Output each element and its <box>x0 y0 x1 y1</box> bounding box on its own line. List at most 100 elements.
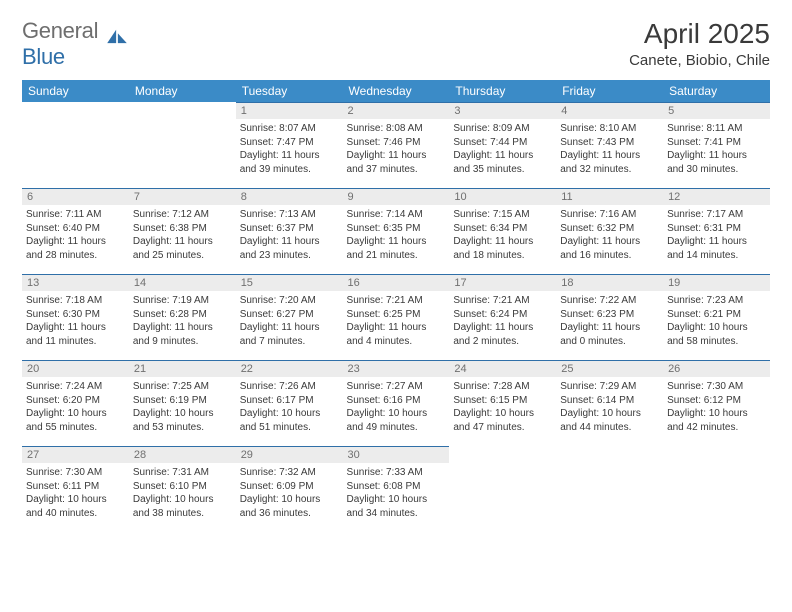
sunrise-line: Sunrise: 7:23 AM <box>667 294 766 308</box>
day-body: Sunrise: 7:24 AMSunset: 6:20 PMDaylight:… <box>22 377 129 436</box>
calendar-cell <box>22 102 129 188</box>
sunset-line: Sunset: 6:24 PM <box>453 308 552 322</box>
sunrise-line: Sunrise: 7:28 AM <box>453 380 552 394</box>
sunrise-line: Sunrise: 7:30 AM <box>26 466 125 480</box>
calendar-cell: 9Sunrise: 7:14 AMSunset: 6:35 PMDaylight… <box>343 188 450 274</box>
calendar-cell <box>663 446 770 532</box>
day-body: Sunrise: 8:10 AMSunset: 7:43 PMDaylight:… <box>556 119 663 178</box>
sunset-line: Sunset: 6:11 PM <box>26 480 125 494</box>
day-number: 30 <box>343 446 450 463</box>
day-body: Sunrise: 8:11 AMSunset: 7:41 PMDaylight:… <box>663 119 770 178</box>
sunset-line: Sunset: 6:09 PM <box>240 480 339 494</box>
day-number: 27 <box>22 446 129 463</box>
calendar-cell: 29Sunrise: 7:32 AMSunset: 6:09 PMDayligh… <box>236 446 343 532</box>
day-body: Sunrise: 7:33 AMSunset: 6:08 PMDaylight:… <box>343 463 450 522</box>
day-body: Sunrise: 8:08 AMSunset: 7:46 PMDaylight:… <box>343 119 450 178</box>
day-number: 28 <box>129 446 236 463</box>
sunset-line: Sunset: 6:20 PM <box>26 394 125 408</box>
sunrise-line: Sunrise: 7:22 AM <box>560 294 659 308</box>
sunset-line: Sunset: 6:25 PM <box>347 308 446 322</box>
calendar-table: SundayMondayTuesdayWednesdayThursdayFrid… <box>22 80 770 532</box>
day-body: Sunrise: 7:31 AMSunset: 6:10 PMDaylight:… <box>129 463 236 522</box>
day-body: Sunrise: 7:21 AMSunset: 6:24 PMDaylight:… <box>449 291 556 350</box>
logo-text-blue: Blue <box>22 44 65 69</box>
day-body: Sunrise: 7:15 AMSunset: 6:34 PMDaylight:… <box>449 205 556 264</box>
day-body: Sunrise: 7:16 AMSunset: 6:32 PMDaylight:… <box>556 205 663 264</box>
sunset-line: Sunset: 6:34 PM <box>453 222 552 236</box>
sunrise-line: Sunrise: 7:20 AM <box>240 294 339 308</box>
day-number: 3 <box>449 102 556 119</box>
sunrise-line: Sunrise: 7:32 AM <box>240 466 339 480</box>
day-number: 21 <box>129 360 236 377</box>
day-number: 7 <box>129 188 236 205</box>
calendar-cell: 19Sunrise: 7:23 AMSunset: 6:21 PMDayligh… <box>663 274 770 360</box>
daylight-line: Daylight: 11 hours and 14 minutes. <box>667 235 766 262</box>
daylight-line: Daylight: 11 hours and 2 minutes. <box>453 321 552 348</box>
day-number: 24 <box>449 360 556 377</box>
sunset-line: Sunset: 6:19 PM <box>133 394 232 408</box>
day-number: 18 <box>556 274 663 291</box>
sunrise-line: Sunrise: 8:08 AM <box>347 122 446 136</box>
daylight-line: Daylight: 10 hours and 36 minutes. <box>240 493 339 520</box>
day-body: Sunrise: 7:32 AMSunset: 6:09 PMDaylight:… <box>236 463 343 522</box>
sunrise-line: Sunrise: 7:21 AM <box>347 294 446 308</box>
sunrise-line: Sunrise: 7:16 AM <box>560 208 659 222</box>
daylight-line: Daylight: 11 hours and 16 minutes. <box>560 235 659 262</box>
day-number: 26 <box>663 360 770 377</box>
daylight-line: Daylight: 11 hours and 37 minutes. <box>347 149 446 176</box>
calendar-head: SundayMondayTuesdayWednesdayThursdayFrid… <box>22 80 770 102</box>
sunrise-line: Sunrise: 7:18 AM <box>26 294 125 308</box>
day-number: 16 <box>343 274 450 291</box>
daylight-line: Daylight: 11 hours and 7 minutes. <box>240 321 339 348</box>
calendar-cell: 18Sunrise: 7:22 AMSunset: 6:23 PMDayligh… <box>556 274 663 360</box>
day-body: Sunrise: 7:27 AMSunset: 6:16 PMDaylight:… <box>343 377 450 436</box>
sunset-line: Sunset: 6:08 PM <box>347 480 446 494</box>
sunset-line: Sunset: 6:16 PM <box>347 394 446 408</box>
sunrise-line: Sunrise: 7:17 AM <box>667 208 766 222</box>
sunset-line: Sunset: 6:38 PM <box>133 222 232 236</box>
day-number: 2 <box>343 102 450 119</box>
calendar-cell: 5Sunrise: 8:11 AMSunset: 7:41 PMDaylight… <box>663 102 770 188</box>
daylight-line: Daylight: 11 hours and 30 minutes. <box>667 149 766 176</box>
day-number: 23 <box>343 360 450 377</box>
calendar-cell <box>449 446 556 532</box>
sunrise-line: Sunrise: 8:07 AM <box>240 122 339 136</box>
sunrise-line: Sunrise: 7:19 AM <box>133 294 232 308</box>
day-number: 14 <box>129 274 236 291</box>
calendar-cell: 20Sunrise: 7:24 AMSunset: 6:20 PMDayligh… <box>22 360 129 446</box>
sunrise-line: Sunrise: 7:33 AM <box>347 466 446 480</box>
daylight-line: Daylight: 10 hours and 53 minutes. <box>133 407 232 434</box>
weekday-header: Monday <box>129 80 236 102</box>
sunrise-line: Sunrise: 8:10 AM <box>560 122 659 136</box>
sunrise-line: Sunrise: 8:09 AM <box>453 122 552 136</box>
sunset-line: Sunset: 6:35 PM <box>347 222 446 236</box>
header: General Blue April 2025 Canete, Biobio, … <box>22 18 770 70</box>
calendar-cell: 22Sunrise: 7:26 AMSunset: 6:17 PMDayligh… <box>236 360 343 446</box>
page-title: April 2025 <box>629 18 770 50</box>
calendar-cell <box>556 446 663 532</box>
day-number: 19 <box>663 274 770 291</box>
daylight-line: Daylight: 10 hours and 47 minutes. <box>453 407 552 434</box>
daylight-line: Daylight: 11 hours and 25 minutes. <box>133 235 232 262</box>
day-body: Sunrise: 7:28 AMSunset: 6:15 PMDaylight:… <box>449 377 556 436</box>
logo-text-gray: General <box>22 18 98 43</box>
calendar-cell: 13Sunrise: 7:18 AMSunset: 6:30 PMDayligh… <box>22 274 129 360</box>
page-subtitle: Canete, Biobio, Chile <box>629 52 770 69</box>
sunrise-line: Sunrise: 7:21 AM <box>453 294 552 308</box>
calendar-cell <box>129 102 236 188</box>
daylight-line: Daylight: 10 hours and 38 minutes. <box>133 493 232 520</box>
sunset-line: Sunset: 6:31 PM <box>667 222 766 236</box>
sail-icon <box>106 24 128 40</box>
calendar-cell: 24Sunrise: 7:28 AMSunset: 6:15 PMDayligh… <box>449 360 556 446</box>
day-body: Sunrise: 8:09 AMSunset: 7:44 PMDaylight:… <box>449 119 556 178</box>
daylight-line: Daylight: 11 hours and 4 minutes. <box>347 321 446 348</box>
day-number: 11 <box>556 188 663 205</box>
calendar-cell: 26Sunrise: 7:30 AMSunset: 6:12 PMDayligh… <box>663 360 770 446</box>
calendar-cell: 28Sunrise: 7:31 AMSunset: 6:10 PMDayligh… <box>129 446 236 532</box>
day-number: 29 <box>236 446 343 463</box>
sunrise-line: Sunrise: 7:14 AM <box>347 208 446 222</box>
title-block: April 2025 Canete, Biobio, Chile <box>629 18 770 69</box>
calendar-cell: 25Sunrise: 7:29 AMSunset: 6:14 PMDayligh… <box>556 360 663 446</box>
sunset-line: Sunset: 6:10 PM <box>133 480 232 494</box>
sunrise-line: Sunrise: 7:29 AM <box>560 380 659 394</box>
